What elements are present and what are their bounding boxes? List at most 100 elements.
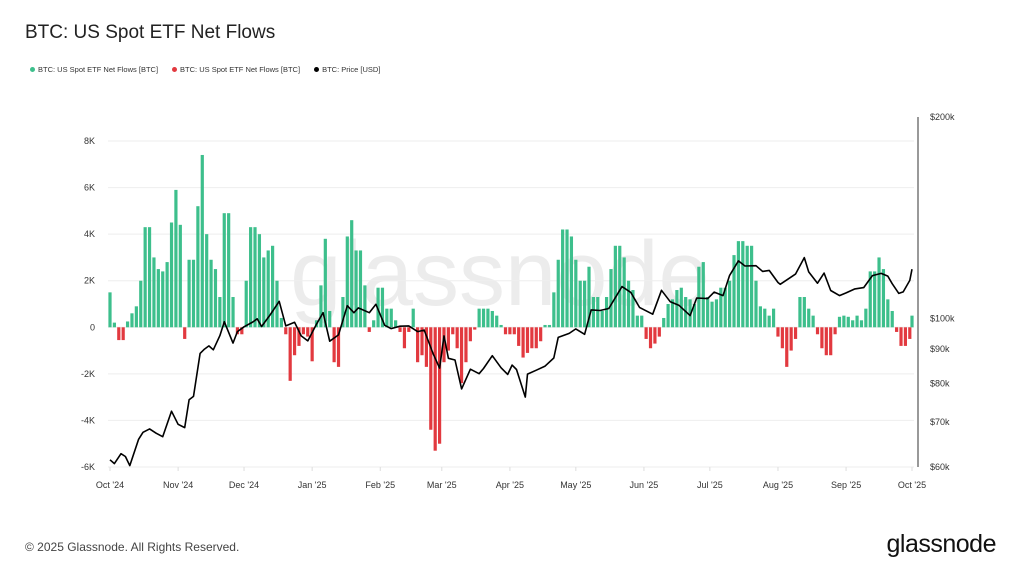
inflow-bar (257, 234, 262, 328)
outflow-bar (332, 327, 336, 363)
inflow-bar (890, 310, 894, 328)
outflow-bar (446, 327, 450, 351)
outflow-bar (455, 327, 459, 349)
inflow-bar (490, 310, 494, 328)
inflow-bar (855, 315, 859, 328)
inflow-bar (873, 271, 877, 328)
flow-bars (108, 154, 914, 451)
inflow-bar (631, 290, 635, 328)
inflow-bar (692, 304, 697, 328)
inflow-bar (609, 269, 613, 328)
inflow-bar (191, 259, 196, 328)
legend-item-outflows[interactable]: BTC: US Spot ETF Net Flows [BTC] (172, 65, 300, 74)
x-tick-label: Nov '24 (163, 480, 193, 490)
inflow-bar (600, 310, 604, 328)
chart-title: BTC: US Spot ETF Net Flows (25, 22, 276, 43)
legend-item-price[interactable]: BTC: Price [USD] (314, 65, 380, 74)
inflow-bar (139, 280, 143, 328)
inflow-bar (363, 285, 367, 328)
inflow-bar (169, 222, 174, 328)
inflow-bar (394, 320, 398, 328)
outflow-bar (508, 327, 512, 335)
inflow-bar (345, 236, 349, 328)
inflow-bar (618, 245, 622, 328)
inflow-bar (134, 306, 138, 328)
outflow-bar (301, 327, 305, 335)
inflow-bar (354, 250, 358, 328)
price-line (109, 256, 913, 467)
outflow-bar (776, 327, 780, 337)
inflow-bar (411, 308, 415, 328)
inflow-bar (604, 297, 609, 328)
outflow-bar (336, 327, 341, 367)
y-right-tick-label: $90k (930, 344, 950, 354)
outflow-bar (420, 327, 424, 356)
inflow-bar (675, 290, 679, 328)
inflow-bar (837, 316, 842, 328)
inflow-bar (389, 308, 393, 328)
outflow-bar (789, 327, 793, 351)
inflow-bar (156, 269, 160, 328)
copyright-footer: © 2025 Glassnode. All Rights Reserved. (25, 540, 240, 554)
inflow-bar (143, 227, 147, 328)
legend-label: BTC: US Spot ETF Net Flows [BTC] (38, 65, 159, 74)
inflow-bar (798, 297, 802, 328)
inflow-bar (350, 220, 354, 328)
inflow-bar (877, 257, 881, 328)
outflow-bar (525, 327, 530, 353)
outflow-bar (117, 327, 121, 341)
inflow-bar (547, 324, 552, 328)
inflow-bar (341, 297, 345, 328)
legend-item-inflows[interactable]: BTC: US Spot ETF Net Flows [BTC] (30, 65, 158, 74)
outflow-bar (433, 327, 437, 451)
inflow-bar (358, 250, 363, 328)
inflow-bar (108, 292, 112, 328)
y-left-tick-label: -6K (81, 462, 95, 472)
outflow-bar (402, 327, 407, 349)
legend: BTC: US Spot ETF Net Flows [BTC] BTC: US… (30, 65, 380, 74)
outflow-bar (398, 327, 402, 332)
y-right-tick-label: $70k (930, 417, 950, 427)
outflow-bar (407, 327, 411, 332)
legend-label: BTC: US Spot ETF Net Flows [BTC] (180, 65, 301, 74)
inflow-bar (200, 154, 204, 328)
outflow-bar (306, 327, 310, 337)
outflow-bar (820, 327, 824, 349)
outflow-bar (288, 327, 292, 381)
outflow-bar (284, 327, 288, 335)
inflow-bar (666, 304, 670, 328)
inflow-bar (205, 234, 209, 328)
x-tick-label: Dec '24 (229, 480, 259, 490)
glassnode-logo[interactable]: glassnode (886, 530, 997, 558)
axes: -6K -4K -2K 0 2K 4K 6K 8K Oct '24 Nov '24 Dec '24 J… (81, 112, 955, 490)
inflow-bar (279, 317, 283, 328)
outflow-bar (653, 327, 657, 344)
inflow-bar (552, 292, 556, 328)
inflow-bar (578, 280, 582, 328)
x-tick-label: Mar '25 (427, 480, 457, 490)
inflow-bar (719, 287, 723, 328)
inflow-bar (556, 259, 560, 328)
inflow-bar (543, 324, 547, 328)
outflow-bar (657, 327, 661, 337)
outflow-bar (310, 327, 314, 362)
y-left-tick-label: -2K (81, 369, 95, 379)
inflow-bar (372, 320, 376, 328)
inflow-bar (486, 308, 490, 328)
inflow-bar (499, 324, 503, 328)
inflow-bar (125, 321, 130, 328)
y-left-tick-label: 8K (84, 136, 95, 146)
x-tick-label: May '25 (560, 480, 591, 490)
outflow-bar (903, 327, 908, 346)
outflow-bar (437, 327, 442, 444)
price-series-line (109, 256, 913, 467)
legend-dot-black-icon (314, 67, 320, 72)
outflow-bar (815, 327, 820, 335)
x-tick-label: Jun '25 (630, 480, 659, 490)
outflow-bar (780, 327, 784, 349)
inflow-bar (218, 297, 222, 328)
y-left-tick-label: 0 (90, 322, 95, 332)
outflow-bar (183, 327, 187, 339)
inflow-bar (231, 297, 235, 328)
